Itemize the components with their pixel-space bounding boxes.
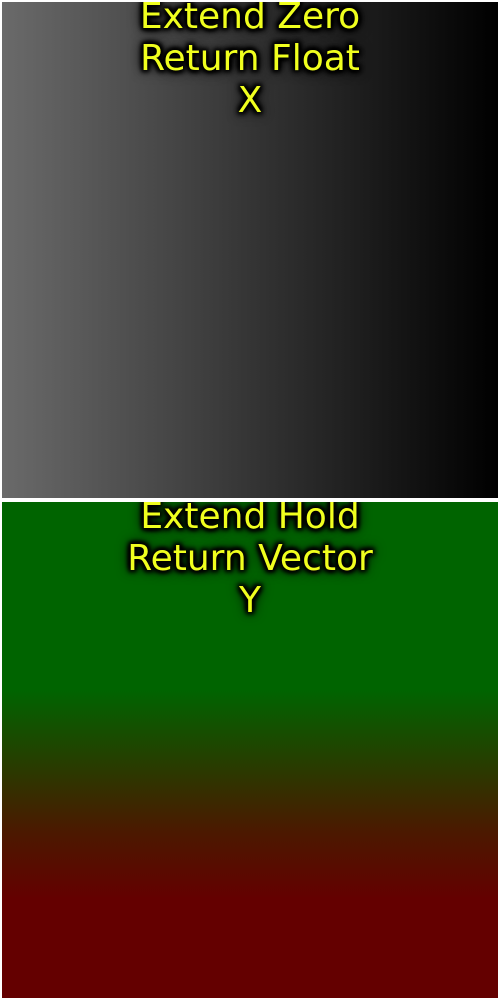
- gradient-panel-y: Extend Hold Return Vector Y: [2, 502, 498, 998]
- caption-line-extend: Extend Hold: [140, 502, 360, 537]
- caption-line-axis: Y: [239, 580, 261, 621]
- gradient-panel-x: Extend Zero Return Float X: [2, 2, 498, 498]
- caption-line-axis: X: [237, 80, 263, 121]
- caption-line-return: Return Float: [140, 38, 360, 79]
- panel-caption: Extend Hold Return Vector Y: [2, 502, 498, 622]
- caption-line-return: Return Vector: [127, 538, 373, 579]
- caption-line-extend: Extend Zero: [139, 2, 361, 37]
- panel-caption: Extend Zero Return Float X: [2, 2, 498, 122]
